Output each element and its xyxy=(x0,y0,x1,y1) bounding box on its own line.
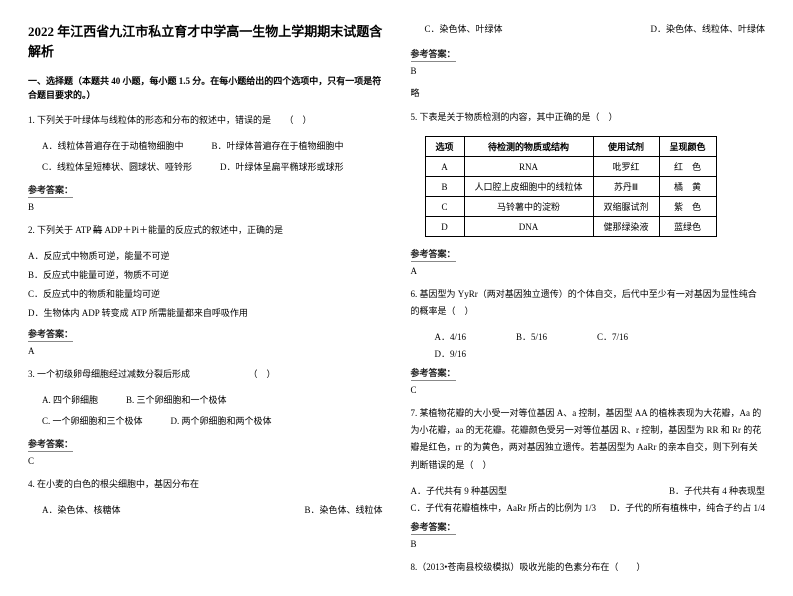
cell: 橘 黄 xyxy=(659,177,716,197)
q4-opt-c: C．染色体、叶绿体 xyxy=(425,22,503,35)
question-3: 3. 一个初级卵母细胞经过减数分裂后形成 （ ） xyxy=(28,366,383,383)
answer-label-6: 参考答案： xyxy=(411,366,456,381)
q2-stem-a: 2. 下列关于 ATP xyxy=(28,225,93,235)
q7-opts-row2: C．子代有花瓣植株中，AaRr 所占的比例为 1/3 D．子代的所有植株中，纯合… xyxy=(411,501,766,514)
q3-opt-c: C. 一个卵细胞和三个极体 xyxy=(42,414,143,427)
question-1: 1. 下列关于叶绿体与线粒体的形态和分布的叙述中，错误的是 （ ） xyxy=(28,112,383,129)
q4-opts-row2: C．染色体、叶绿体 D．染色体、线粒体、叶绿体 xyxy=(411,22,766,35)
table-row: B 人口腔上皮细胞中的线粒体 苏丹Ⅲ 橘 黄 xyxy=(425,177,716,197)
q1-opt-c: C．线粒体呈短棒状、圆球状、哑铃形 xyxy=(42,160,192,173)
q2-stem-b: ADP＋Pi＋能量的反应式的叙述中，正确的是 xyxy=(102,225,283,235)
q2-opt-b: B．反应式中能量可逆，物质不可逆 xyxy=(28,268,383,281)
q2-answer: A xyxy=(28,346,383,356)
q4-opts-row1: A．染色体、核糖体 B．染色体、线粒体 xyxy=(42,503,383,516)
cell: D xyxy=(425,217,464,237)
q7-opt-c: C．子代有花瓣植株中，AaRr 所占的比例为 1/3 xyxy=(411,501,597,514)
table-header-row: 选项 待检测的物质或结构 使用试剂 呈现颜色 xyxy=(425,137,716,157)
question-6: 6. 基因型为 YyRr（两对基因独立遗传）的个体自交，后代中至少有一对基因为显… xyxy=(411,286,766,320)
answer-label-4: 参考答案： xyxy=(411,47,456,62)
cell: A xyxy=(425,157,464,177)
question-2: 2. 下列关于 ATP 酶 ADP＋Pi＋能量的反应式的叙述中，正确的是 xyxy=(28,222,383,239)
cell: C xyxy=(425,197,464,217)
cell: 人口腔上皮细胞中的线粒体 xyxy=(464,177,593,197)
answer-label-3: 参考答案： xyxy=(28,437,73,452)
th-3: 呈现颜色 xyxy=(659,137,716,157)
cell: 蓝绿色 xyxy=(659,217,716,237)
q7-opt-a: A．子代共有 9 种基因型 xyxy=(411,484,508,497)
q6-opt-b: B．5/16 xyxy=(516,330,547,343)
cell: 吡罗红 xyxy=(593,157,659,177)
question-5: 5. 下表是关于物质检测的内容，其中正确的是（ ） xyxy=(411,109,766,126)
right-column: C．染色体、叶绿体 D．染色体、线粒体、叶绿体 参考答案： B 略 5. 下表是… xyxy=(411,22,766,586)
q3-answer: C xyxy=(28,456,383,466)
q1-opt-a: A．线粒体普遍存在于动植物细胞中 xyxy=(42,139,184,152)
q1-answer: B xyxy=(28,202,383,212)
q5-answer: A xyxy=(411,266,766,276)
q6-opt-a: A．4/16 xyxy=(435,330,467,343)
answer-label-1: 参考答案： xyxy=(28,183,73,198)
q1-opts-row2: C．线粒体呈短棒状、圆球状、哑铃形 D．叶绿体呈扁平椭球形或球形 xyxy=(42,160,383,173)
cell: 红 色 xyxy=(659,157,716,177)
cell: 双缩脲试剂 xyxy=(593,197,659,217)
q6-answer: C xyxy=(411,385,766,395)
q3-opts-row1: A. 四个卵细胞 B. 三个卵细胞和一个极体 xyxy=(42,393,383,406)
q1-opt-d: D．叶绿体呈扁平椭球形或球形 xyxy=(220,160,344,173)
q2-opt-d: D．生物体内 ADP 转变成 ATP 所需能量都来自呼吸作用 xyxy=(28,306,383,319)
left-column: 2022 年江西省九江市私立育才中学高一生物上学期期末试题含解析 一、选择题（本… xyxy=(28,22,383,586)
question-8: 8.（2013•苍南县校级模拟）吸收光能的色素分布在（ ） xyxy=(411,559,766,576)
q1-opt-b: B．叶绿体普遍存在于植物细胞中 xyxy=(212,139,344,152)
q7-opts-row1: A．子代共有 9 种基因型 B．子代共有 4 种表现型 xyxy=(411,484,766,497)
q6-opts-row2: D．9/16 xyxy=(435,347,766,360)
answer-label-2: 参考答案： xyxy=(28,327,73,342)
q6-opts-row1: A．4/16 B．5/16 C．7/16 xyxy=(435,330,766,343)
q7-opt-b: B．子代共有 4 种表现型 xyxy=(669,484,765,497)
q4-opt-d: D．染色体、线粒体、叶绿体 xyxy=(650,22,765,35)
q1-opts-row1: A．线粒体普遍存在于动植物细胞中 B．叶绿体普遍存在于植物细胞中 xyxy=(42,139,383,152)
question-4: 4. 在小麦的白色的根尖细胞中，基因分布在 xyxy=(28,476,383,493)
cell: B xyxy=(425,177,464,197)
section-1-header: 一、选择题（本题共 40 小题，每小题 1.5 分。在每小题给出的四个选项中，只… xyxy=(28,75,383,102)
q6-opt-d: D．9/16 xyxy=(435,347,467,360)
cell: 马铃薯中的淀粉 xyxy=(464,197,593,217)
cell: 健那绿染液 xyxy=(593,217,659,237)
q4-extra: 略 xyxy=(411,86,766,99)
cell: DNA xyxy=(464,217,593,237)
q4-answer: B xyxy=(411,66,766,76)
q2-options: A．反应式中物质可逆，能量不可逆 B．反应式中能量可逆，物质不可逆 C．反应式中… xyxy=(28,249,383,325)
answer-label-5: 参考答案： xyxy=(411,247,456,262)
exam-title: 2022 年江西省九江市私立育才中学高一生物上学期期末试题含解析 xyxy=(28,22,383,61)
q2-opt-c: C．反应式中的物质和能量均可逆 xyxy=(28,287,383,300)
answer-label-7: 参考答案： xyxy=(411,520,456,535)
q4-opt-a: A．染色体、核糖体 xyxy=(42,503,121,516)
q6-opt-c: C．7/16 xyxy=(597,330,628,343)
table-row: A RNA 吡罗红 红 色 xyxy=(425,157,716,177)
th-0: 选项 xyxy=(425,137,464,157)
cell: 紫 色 xyxy=(659,197,716,217)
cell: 苏丹Ⅲ xyxy=(593,177,659,197)
table-row: C 马铃薯中的淀粉 双缩脲试剂 紫 色 xyxy=(425,197,716,217)
q3-opts-row2: C. 一个卵细胞和三个极体 D. 两个卵细胞和两个极体 xyxy=(42,414,383,427)
q3-opt-d: D. 两个卵细胞和两个极体 xyxy=(171,414,272,427)
th-2: 使用试剂 xyxy=(593,137,659,157)
q1-stem: 1. 下列关于叶绿体与线粒体的形态和分布的叙述中，错误的是 （ ） xyxy=(28,112,383,129)
cell: RNA xyxy=(464,157,593,177)
q3-opt-a: A. 四个卵细胞 xyxy=(42,393,98,406)
q3-opt-b: B. 三个卵细胞和一个极体 xyxy=(126,393,227,406)
table-row: D DNA 健那绿染液 蓝绿色 xyxy=(425,217,716,237)
q5-table: 选项 待检测的物质或结构 使用试剂 呈现颜色 A RNA 吡罗红 红 色 B 人… xyxy=(425,136,717,237)
q2-opt-a: A．反应式中物质可逆，能量不可逆 xyxy=(28,249,383,262)
q4-opt-b: B．染色体、线粒体 xyxy=(304,503,382,516)
question-7: 7. 某植物花瓣的大小受一对等位基因 A、a 控制，基因型 AA 的植株表现为大… xyxy=(411,405,766,473)
th-1: 待检测的物质或结构 xyxy=(464,137,593,157)
q2-strike: 酶 xyxy=(93,225,102,235)
q7-opt-d: D．子代的所有植株中，纯合子约占 1/4 xyxy=(610,501,765,514)
q7-answer: B xyxy=(411,539,766,549)
